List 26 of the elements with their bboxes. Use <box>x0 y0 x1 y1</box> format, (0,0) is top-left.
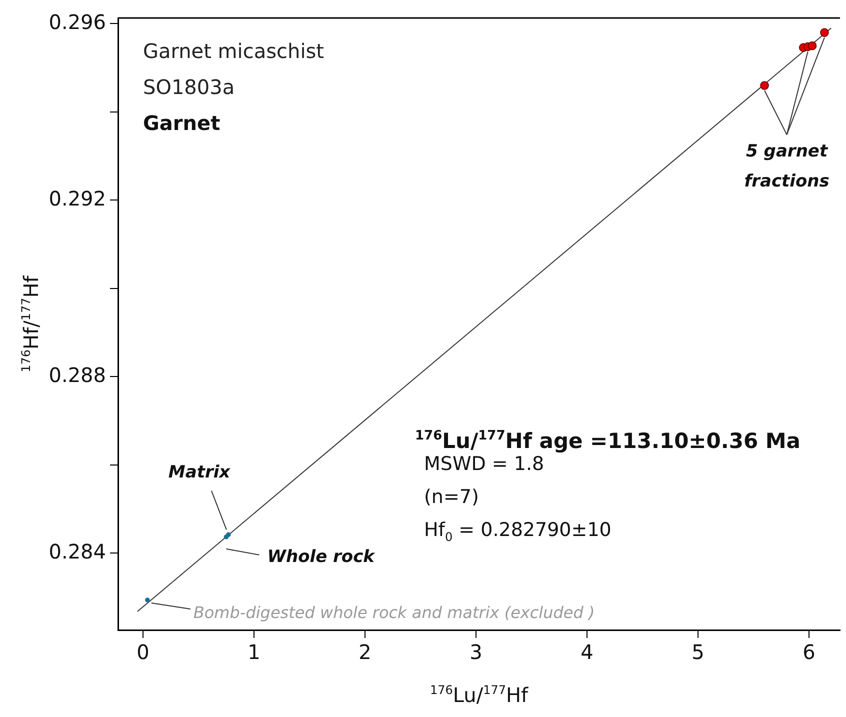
annotation: MSWD = 1.8 <box>424 453 544 475</box>
point <box>820 28 829 37</box>
y-tick-label: 0.292 <box>48 186 106 210</box>
x-tick-label: 1 <box>248 640 260 664</box>
x-tick-label: 0 <box>136 640 150 664</box>
point <box>760 81 769 90</box>
y-tick-label: 0.284 <box>48 539 106 564</box>
x-tick-label: 4 <box>580 640 594 664</box>
annotation: Matrix <box>168 462 232 483</box>
annotation: Garnet <box>143 111 221 135</box>
point <box>224 534 229 540</box>
y-tick-label: 0.288 <box>48 362 106 387</box>
point <box>145 598 150 602</box>
annotation: Bomb-digested whole rock and matrix (excluded ) <box>193 602 595 622</box>
point <box>808 41 817 50</box>
annotation: (n=7) <box>424 486 479 508</box>
x-tick-label: 5 <box>692 640 704 664</box>
x-tick-label: 3 <box>470 640 482 664</box>
text: SO1803a <box>143 75 235 99</box>
y-axis-title: 176Hf/177Hf <box>19 274 43 372</box>
x-tick-label: 2 <box>358 640 372 664</box>
x-tick-label: 6 <box>802 640 816 664</box>
annotation: 5 garnet fractions <box>744 142 830 192</box>
annotation: Whole rock <box>267 546 376 567</box>
text: Garnet micaschist <box>143 39 324 63</box>
y-tick-label: 0.296 <box>48 10 106 34</box>
